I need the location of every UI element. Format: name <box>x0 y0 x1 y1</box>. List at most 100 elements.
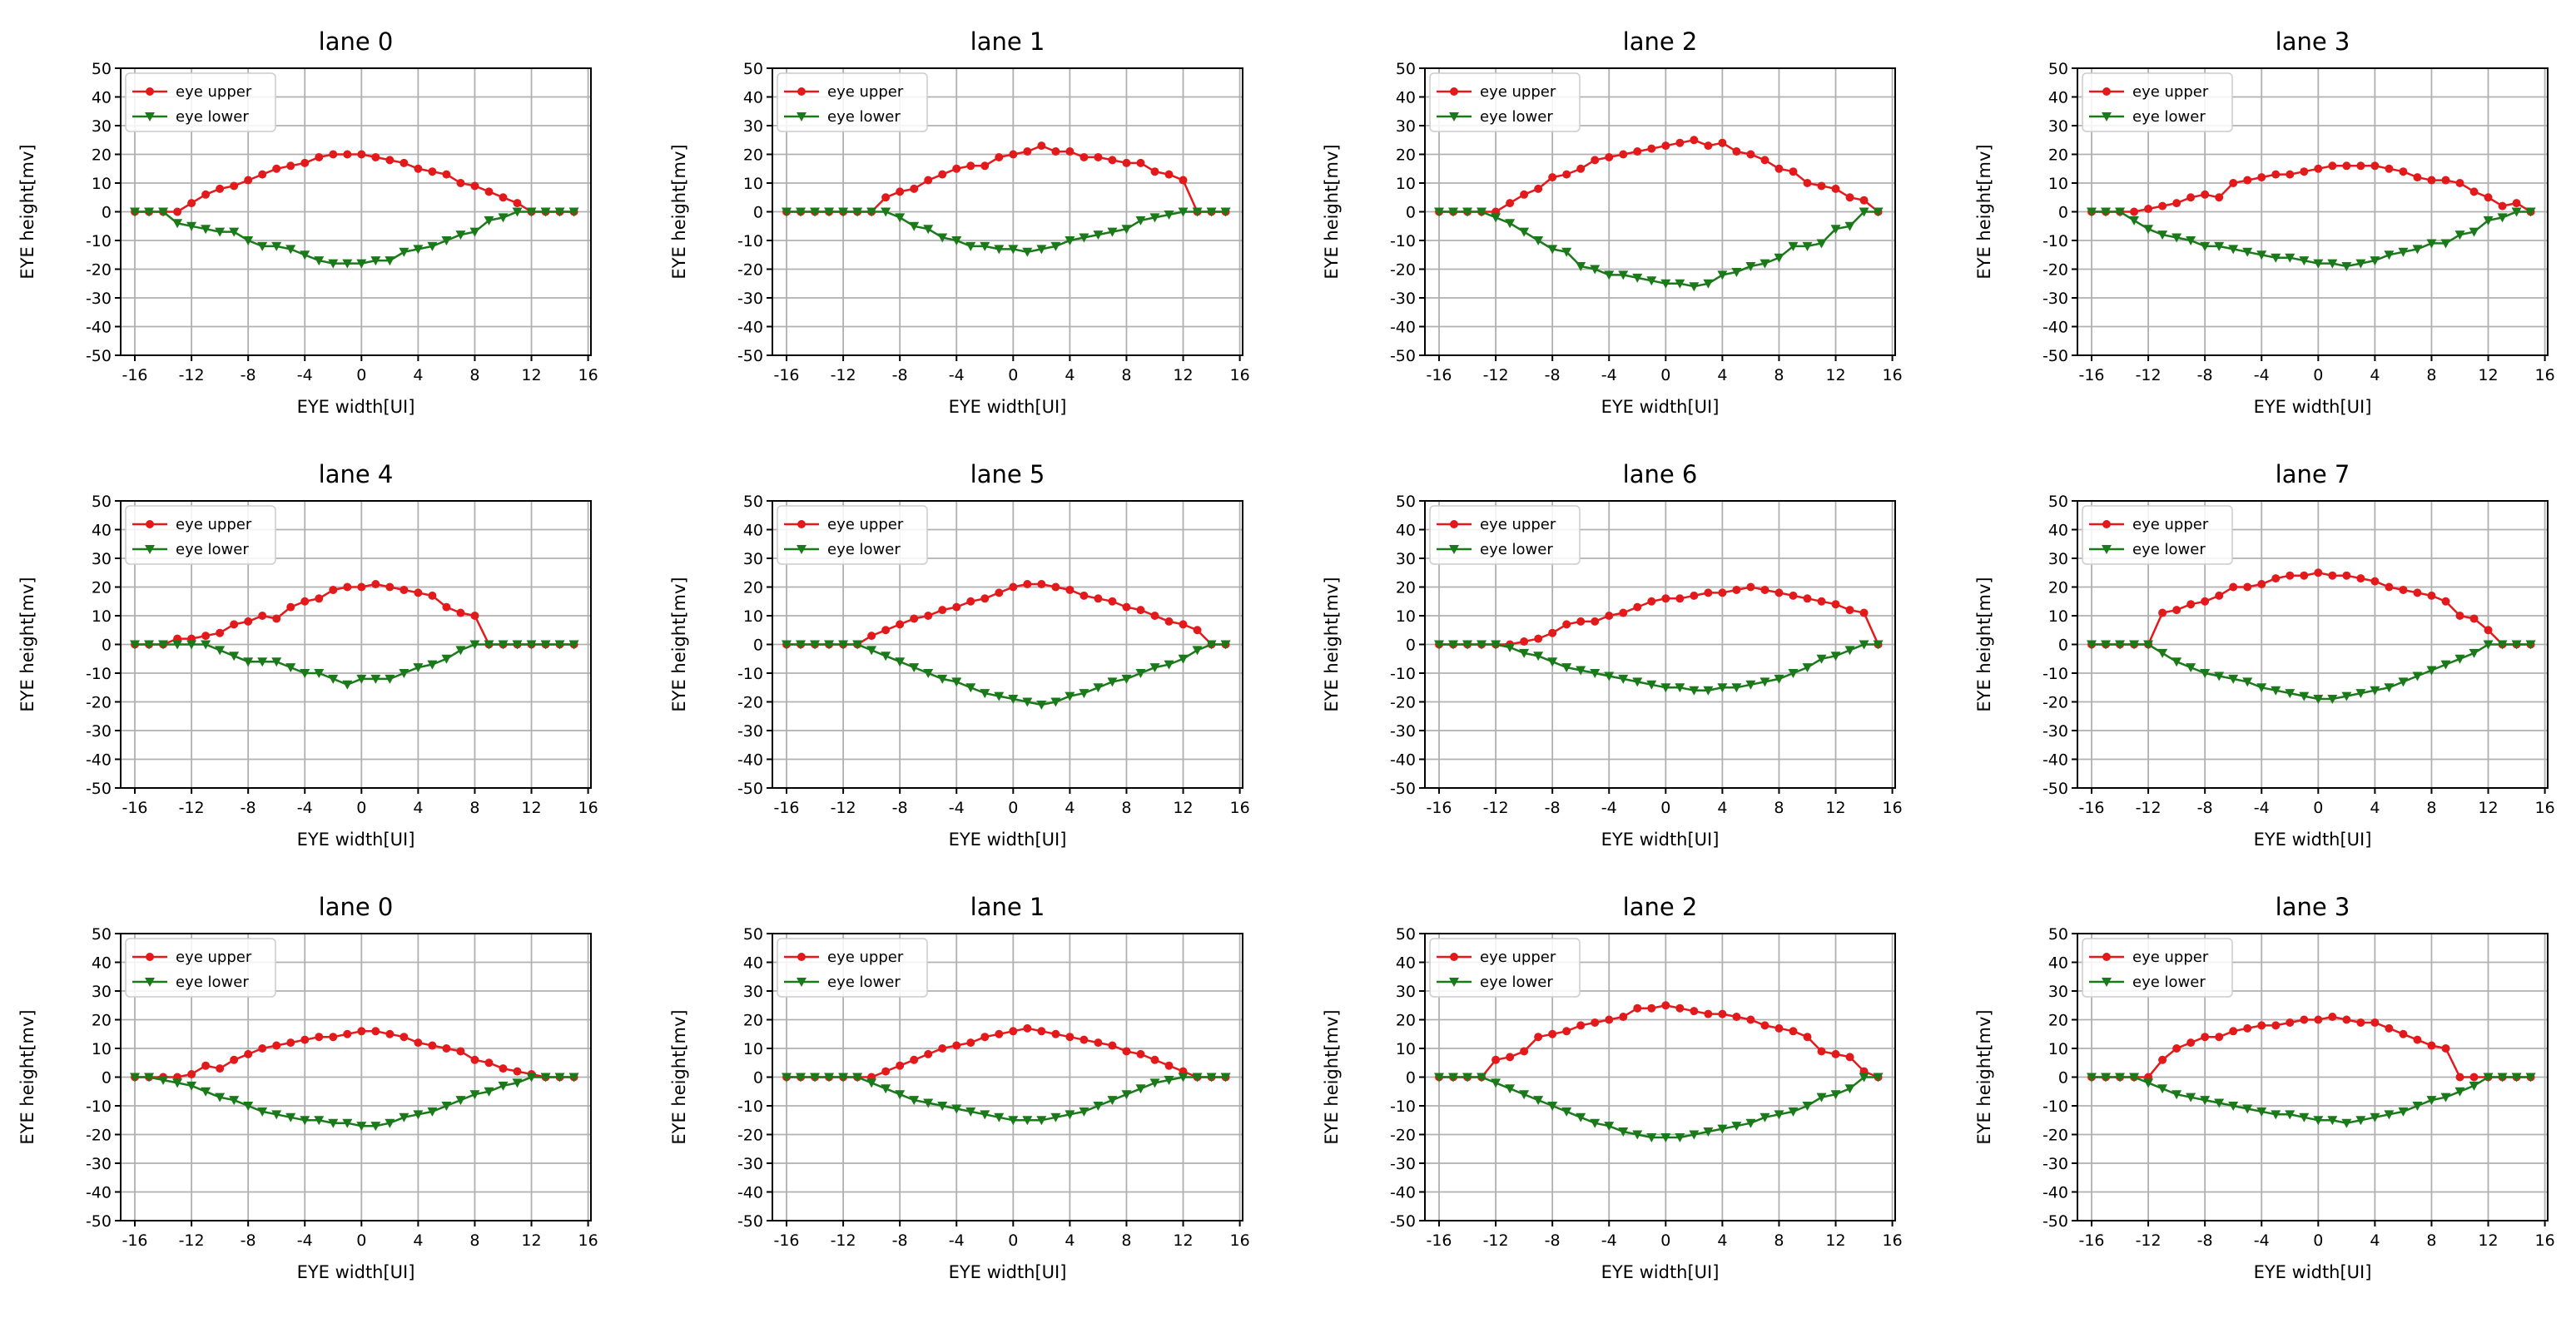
y-tick-label: -40 <box>737 1184 763 1202</box>
data-point-eye-upper <box>2385 582 2394 592</box>
x-tick-label: 4 <box>2370 366 2380 384</box>
data-point-eye-upper <box>1732 585 1741 594</box>
data-point-eye-lower <box>980 689 990 699</box>
legend-marker <box>2102 520 2111 528</box>
data-point-eye-upper <box>2441 1044 2450 1053</box>
data-point-eye-lower <box>2129 640 2140 650</box>
data-point-eye-upper <box>400 158 409 167</box>
data-point-eye-upper <box>2356 161 2365 171</box>
data-point-eye-lower <box>895 1090 906 1100</box>
data-point-eye-lower <box>1689 282 1700 292</box>
legend-marker <box>145 545 155 554</box>
y-tick-label: 30 <box>2048 117 2068 136</box>
data-point-eye-upper <box>980 1033 990 1042</box>
y-tick-label: 40 <box>1396 89 1416 107</box>
data-point-eye-upper <box>2441 597 2450 606</box>
data-point-eye-lower <box>1065 1110 1075 1120</box>
data-point-eye-lower <box>2242 247 2253 257</box>
data-point-eye-lower <box>2370 686 2380 696</box>
data-point-eye-lower <box>2313 1116 2324 1126</box>
data-point-eye-lower <box>951 1104 962 1114</box>
data-point-eye-upper <box>1774 164 1784 173</box>
data-point-eye-lower <box>852 640 863 650</box>
series-line-eye-upper <box>787 582 1226 646</box>
data-point-eye-lower <box>937 674 948 684</box>
x-axis-label: EYE width[UI] <box>297 397 415 417</box>
x-tick-label: 16 <box>1883 366 1903 384</box>
y-tick-label: -50 <box>1390 780 1416 798</box>
data-point-eye-upper <box>1065 585 1075 594</box>
data-point-eye-upper <box>244 617 253 626</box>
data-point-eye-lower <box>923 669 934 678</box>
y-tick-label: 0 <box>1406 637 1416 655</box>
y-tick-label: -20 <box>1390 694 1416 712</box>
data-point-eye-lower <box>2214 671 2225 681</box>
x-tick-label: -8 <box>1545 1231 1561 1250</box>
data-point-eye-upper <box>2314 1015 2323 1024</box>
y-tick-label: -50 <box>1390 1212 1416 1231</box>
y-tick-label: 50 <box>1396 925 1416 944</box>
data-point-eye-lower <box>1844 1084 1855 1094</box>
data-point-eye-lower <box>2242 1104 2253 1114</box>
data-point-eye-upper <box>1136 1049 1145 1058</box>
data-point-eye-upper <box>1647 1003 1656 1013</box>
data-point-eye-lower <box>1477 1073 1487 1083</box>
data-point-eye-upper <box>1746 1015 1755 1024</box>
chart-title: lane 0 <box>319 893 394 921</box>
y-tick-label: 50 <box>1396 493 1416 511</box>
data-point-eye-lower <box>2440 239 2451 249</box>
data-point-eye-upper <box>881 1067 891 1076</box>
x-tick-label: 0 <box>2313 1231 2323 1250</box>
chart-title: lane 1 <box>970 27 1045 56</box>
y-tick-label: 20 <box>2048 1012 2068 1030</box>
y-tick-label: 50 <box>2048 925 2068 944</box>
data-point-eye-lower <box>130 1073 141 1083</box>
x-tick-label: -4 <box>949 366 965 384</box>
data-point-eye-upper <box>456 608 465 617</box>
series-line-eye-lower <box>787 1076 1226 1122</box>
data-point-eye-lower <box>796 640 807 650</box>
data-point-eye-upper <box>1506 199 1515 208</box>
data-point-eye-lower <box>526 207 537 217</box>
data-point-eye-upper <box>1534 634 1543 643</box>
y-tick-label: 40 <box>92 89 112 107</box>
data-point-eye-lower <box>796 1073 807 1083</box>
y-tick-label: 20 <box>1396 146 1416 165</box>
y-tick-label: -50 <box>86 780 112 798</box>
data-point-eye-lower <box>144 207 155 217</box>
data-point-eye-lower <box>1434 1073 1445 1083</box>
x-tick-label: 4 <box>1065 1231 1075 1250</box>
data-point-eye-upper <box>1164 1061 1174 1070</box>
data-point-eye-lower <box>1547 245 1558 255</box>
data-point-eye-upper <box>1704 1009 1713 1018</box>
data-point-eye-upper <box>1108 156 1117 165</box>
data-point-eye-upper <box>456 179 465 187</box>
data-point-eye-lower <box>2313 695 2324 705</box>
data-point-eye-upper <box>2158 1055 2167 1064</box>
data-point-eye-lower <box>1760 259 1770 269</box>
data-point-eye-lower <box>2271 686 2281 696</box>
y-tick-label: 50 <box>743 493 763 511</box>
data-point-eye-upper <box>910 614 919 623</box>
y-tick-label: -10 <box>86 232 112 250</box>
x-tick-label: 12 <box>1173 1231 1193 1250</box>
data-point-eye-lower <box>810 207 821 217</box>
y-axis-label: EYE height[mv] <box>669 1009 689 1144</box>
data-point-eye-upper <box>315 594 324 603</box>
data-point-eye-upper <box>995 1029 1004 1038</box>
legend: eye upper eye lower <box>125 938 276 998</box>
data-point-eye-lower <box>1121 225 1132 235</box>
series-line-eye-upper <box>2092 1015 2531 1078</box>
data-point-eye-upper <box>2484 626 2493 635</box>
legend-marker <box>797 520 806 528</box>
data-point-eye-upper <box>924 176 933 185</box>
chart-panel-9: -16 -12 -8 -4 0 4 8 12 1650403020100-10-20-30-40… <box>669 893 1250 1282</box>
data-point-eye-lower <box>782 1073 792 1083</box>
data-point-eye-lower <box>2228 1102 2239 1111</box>
data-point-eye-lower <box>1689 686 1700 696</box>
data-point-eye-lower <box>413 245 424 255</box>
data-point-eye-lower <box>2171 657 2182 667</box>
data-point-eye-upper <box>1576 617 1586 626</box>
data-point-eye-upper <box>2370 577 2380 586</box>
data-point-eye-lower <box>1675 279 1685 289</box>
